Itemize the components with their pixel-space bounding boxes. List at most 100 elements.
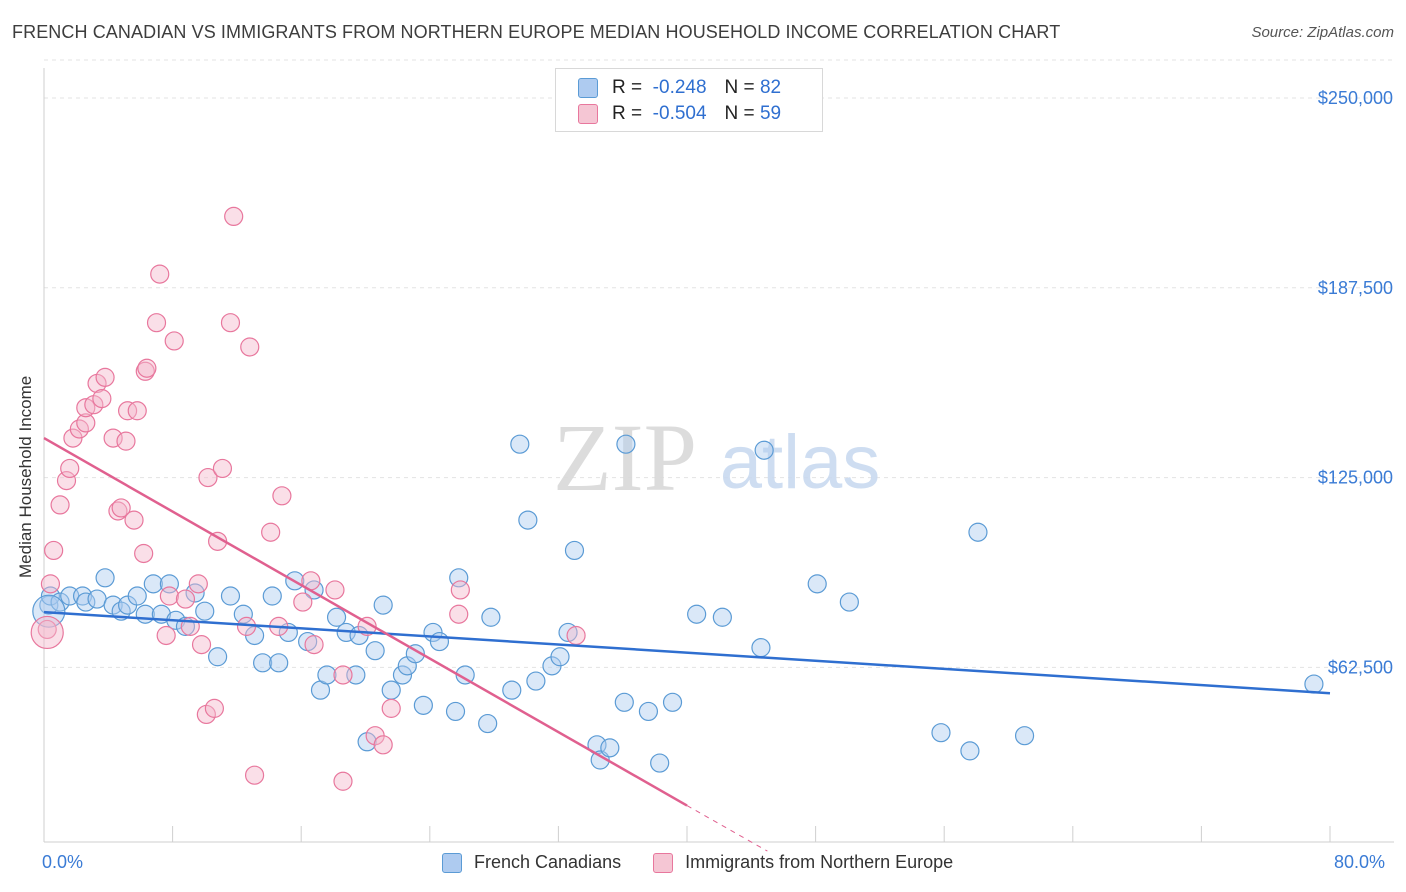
legend-item-northern-europe: Immigrants from Northern Europe: [653, 852, 953, 873]
data-point: [373, 735, 393, 755]
data-point: [518, 510, 538, 530]
data-point: [293, 592, 313, 612]
data-point: [662, 692, 683, 712]
data-point: [44, 540, 64, 561]
data-point: [445, 701, 466, 722]
x-tick-max: 80.0%: [1334, 852, 1386, 872]
correlation-row-blue: R = -0.248 N = 82: [578, 77, 781, 99]
data-point: [76, 413, 96, 433]
blue-swatch: [578, 78, 598, 98]
data-point: [333, 665, 353, 685]
data-point: [272, 486, 292, 506]
data-point: [137, 358, 157, 378]
correlation-row-pink: R = -0.504 N = 59: [578, 103, 781, 125]
pink-swatch: [578, 104, 598, 124]
legend-label: Immigrants from Northern Europe: [685, 852, 954, 872]
source-label: Source: ZipAtlas.com: [1251, 24, 1394, 41]
y-tick-label: $125,000: [1318, 468, 1393, 488]
data-point: [638, 701, 659, 722]
data-point: [550, 647, 570, 667]
legend-label: French Canadians: [474, 852, 622, 872]
data-point: [191, 635, 212, 655]
data-point: [127, 586, 147, 606]
data-point: [261, 522, 281, 542]
data-point: [616, 434, 636, 454]
data-point: [188, 574, 208, 594]
watermark: ZIP atlas: [553, 404, 880, 511]
data-point: [1014, 726, 1035, 746]
data-point: [839, 592, 859, 612]
trend-line-blue: [43, 610, 1331, 695]
data-point: [150, 264, 170, 284]
data-point: [111, 498, 131, 518]
data-point: [116, 431, 136, 451]
data-point: [564, 540, 585, 561]
data-point: [117, 401, 138, 421]
data-point: [381, 698, 401, 718]
data-point: [754, 440, 774, 460]
data-point: [373, 595, 393, 615]
data-point: [960, 741, 980, 761]
data-point: [449, 568, 469, 588]
data-point: [262, 586, 282, 606]
data-point: [365, 641, 385, 661]
data-point: [208, 647, 228, 667]
n-label: N =: [724, 103, 755, 124]
data-point: [269, 653, 289, 673]
trend-line-pink: [43, 437, 688, 807]
data-point: [135, 361, 155, 381]
data-point: [146, 313, 167, 333]
data-point: [502, 680, 522, 700]
data-point: [37, 619, 57, 640]
data-point: [253, 653, 273, 673]
data-point: [195, 601, 215, 621]
legend-swatch-pink: [653, 852, 674, 873]
data-point: [40, 574, 61, 594]
data-point: [687, 604, 707, 624]
chart-title: FRENCH CANADIAN VS IMMIGRANTS FROM NORTH…: [12, 22, 1061, 42]
series-immigrants-northern-europe: [30, 206, 586, 791]
data-point: [481, 607, 501, 627]
legend-item-french-canadians: French Canadians: [442, 852, 621, 873]
data-point: [56, 471, 77, 491]
data-point: [614, 692, 634, 712]
data-point: [212, 458, 233, 479]
data-point: [135, 604, 155, 624]
data-point: [204, 698, 224, 718]
data-point: [413, 695, 433, 715]
data-point: [108, 501, 128, 521]
data-point: [968, 522, 988, 542]
data-point: [381, 680, 401, 700]
data-point: [127, 401, 147, 421]
trend-lines: [43, 437, 1331, 852]
data-point: [30, 615, 64, 650]
data-point: [156, 625, 176, 646]
data-point: [526, 671, 546, 691]
data-point: [429, 631, 450, 652]
data-point: [931, 723, 951, 743]
data-point: [50, 495, 70, 515]
trend-line-pink-extension: [686, 805, 768, 852]
n-label: N =: [724, 77, 755, 98]
n-value: 82: [759, 77, 782, 98]
legend-swatch-blue: [442, 852, 462, 873]
data-point: [143, 574, 163, 594]
data-point: [244, 765, 265, 785]
y-tick-label: $250,000: [1318, 88, 1393, 108]
r-value: -0.248: [652, 77, 707, 98]
data-point: [478, 713, 498, 734]
data-point: [134, 543, 154, 564]
data-point: [76, 592, 96, 612]
data-point: [220, 313, 241, 333]
data-point: [60, 458, 80, 479]
data-point: [325, 580, 345, 600]
watermark-atlas: atlas: [720, 420, 881, 505]
data-point: [450, 580, 470, 600]
r-label: R =: [612, 77, 643, 98]
bottom-legend: French Canadians Immigrants from Norther…: [442, 852, 985, 873]
data-point: [159, 586, 179, 606]
r-value: -0.504: [652, 103, 707, 124]
r-label: R =: [612, 103, 643, 124]
data-point: [72, 586, 93, 606]
